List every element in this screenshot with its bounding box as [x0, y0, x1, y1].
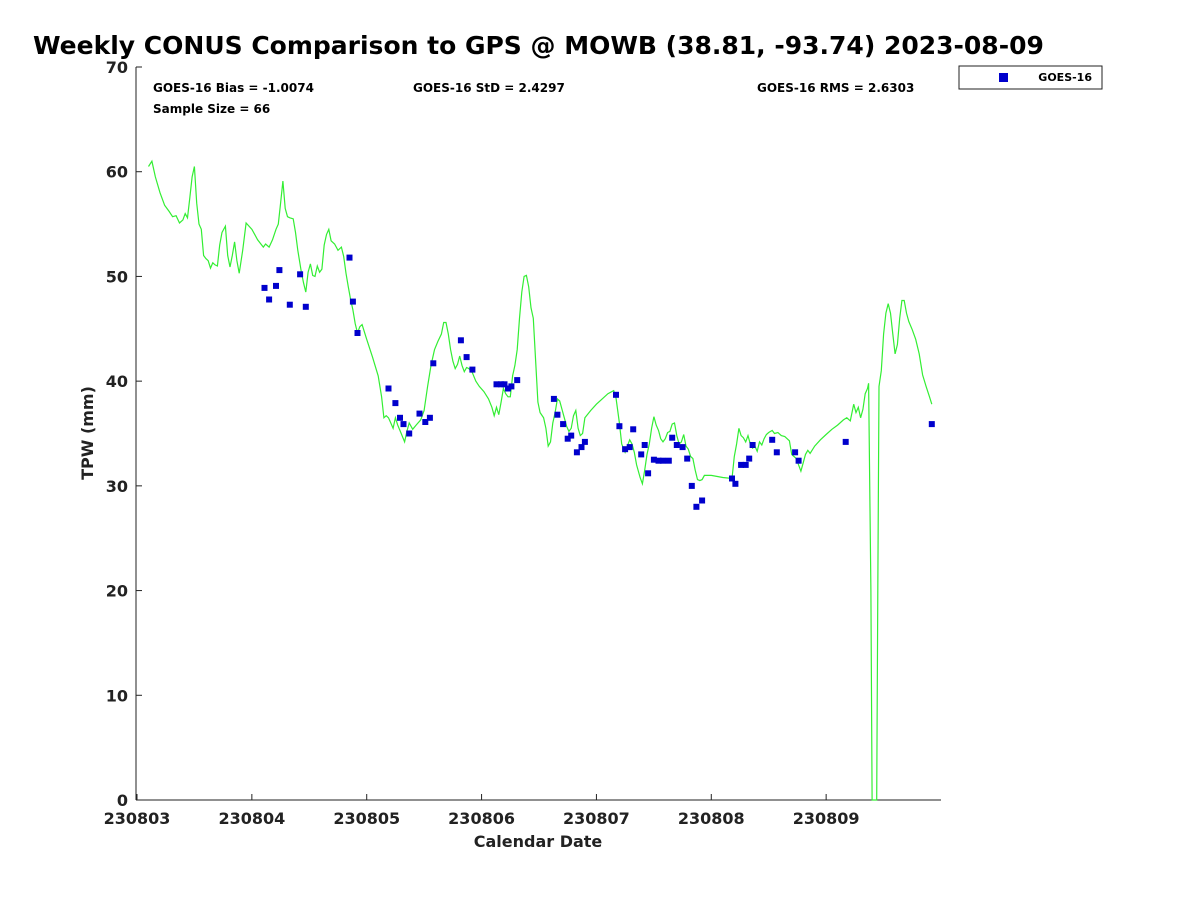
goes-16-point	[630, 426, 637, 433]
goes-16-point	[469, 366, 476, 373]
goes-16-point	[660, 457, 666, 464]
goes-16-point	[493, 381, 500, 388]
x-tick-label: 230807	[563, 809, 630, 828]
goes-16-point	[769, 436, 776, 443]
goes-16-point	[688, 482, 695, 489]
goes-16-point	[286, 301, 293, 308]
goes-16-point	[498, 381, 505, 388]
goes-16-point	[578, 444, 585, 451]
series-layer	[147, 159, 935, 801]
goes-16-point	[392, 400, 399, 407]
rms-stat: GOES-16 RMS = 2.6303	[757, 81, 914, 95]
gps-line	[147, 159, 933, 801]
goes-16-point	[400, 421, 407, 428]
goes-16-point	[508, 383, 515, 390]
goes-16-point	[732, 480, 739, 487]
goes-16-point	[665, 457, 672, 464]
goes-16-point	[354, 330, 361, 336]
goes-16-point	[622, 446, 629, 453]
goes-16-point	[276, 267, 283, 274]
goes-16-point	[564, 435, 571, 442]
goes-16-point	[573, 449, 580, 456]
goes-16-point	[613, 391, 619, 398]
y-tick-label: 0	[117, 791, 128, 810]
x-tick-label: 230808	[678, 809, 745, 828]
y-tick-label: 20	[106, 582, 128, 601]
goes-16-point	[669, 434, 676, 441]
goes-16-point	[385, 385, 392, 392]
goes-16-point	[349, 298, 356, 305]
goes-16-point	[626, 444, 633, 451]
goes-16-point	[554, 411, 561, 418]
goes-16-point	[650, 456, 657, 463]
goes-16-point	[581, 438, 588, 445]
goes-16-point	[699, 497, 706, 504]
goes-16-point	[641, 442, 648, 448]
sample-size-stat: Sample Size = 66	[153, 102, 270, 116]
y-tick-label: 70	[106, 58, 128, 77]
chart-title: Weekly CONUS Comparison to GPS @ MOWB (3…	[33, 31, 1044, 60]
x-tick-label: 230809	[793, 809, 860, 828]
goes-16-point	[426, 414, 433, 421]
y-tick-label: 40	[106, 372, 128, 391]
goes-16-point	[514, 377, 521, 384]
goes-16-point	[645, 470, 652, 477]
std-stat: GOES-16 StD = 2.4297	[413, 81, 565, 95]
goes-16-point	[673, 442, 680, 448]
legend-marker-goes-16	[999, 73, 1008, 82]
y-tick-label: 50	[106, 267, 128, 286]
bias-stat: GOES-16 Bias = -1.0074	[153, 81, 314, 95]
goes-16-point	[463, 354, 470, 361]
goes-16-point	[729, 475, 735, 482]
goes-16-point	[792, 449, 799, 456]
goes-16-point	[742, 461, 749, 468]
goes-16-point	[416, 410, 423, 417]
y-tick-label: 60	[106, 163, 128, 182]
y-tick-label: 10	[106, 686, 128, 705]
goes-16-point	[749, 442, 756, 448]
goes-16-point	[679, 444, 686, 451]
goes-16-point	[397, 414, 403, 421]
goes-16-point	[501, 381, 508, 388]
goes-16-point	[422, 419, 429, 425]
goes-16-point	[738, 461, 745, 468]
goes-16-point	[928, 421, 935, 428]
goes-16-point	[430, 360, 437, 367]
goes-16-point	[616, 423, 623, 430]
goes-16-point	[842, 438, 849, 445]
goes-16-point	[302, 303, 309, 310]
goes-16-point	[568, 432, 575, 439]
x-tick-label: 230804	[218, 809, 285, 828]
goes-16-point	[746, 455, 753, 462]
goes-16-point	[266, 296, 273, 303]
goes-16-point	[638, 451, 645, 458]
y-tick-label: 30	[106, 477, 128, 496]
goes-16-point	[693, 503, 700, 510]
y-axis-label: TPW (mm)	[78, 386, 97, 480]
goes-16-point	[795, 457, 802, 464]
x-axis-label: Calendar Date	[474, 832, 603, 851]
legend-box	[958, 65, 1103, 90]
goes-16-point	[261, 284, 268, 291]
goes-16-point	[684, 455, 691, 462]
legend-label-goes-16: GOES-16	[1038, 71, 1092, 84]
x-tick-label: 230806	[448, 809, 515, 828]
goes-16-point	[406, 430, 413, 437]
plot-area	[135, 67, 941, 801]
x-tick-label: 230805	[333, 809, 400, 828]
legend: GOES-16	[958, 65, 1103, 90]
goes-16-point	[773, 449, 780, 456]
goes-16-point	[273, 282, 279, 289]
goes-16-point	[560, 421, 567, 428]
goes-16-point	[550, 395, 557, 402]
x-axis-ticks: 230803 230804 230805 230806 230807 230808 2308…	[104, 794, 860, 828]
goes-16-point	[505, 385, 511, 392]
goes-16-point	[297, 271, 304, 278]
goes-16-point	[457, 337, 464, 344]
y-axis-ticks: 0 10 20 30 40 50 60 70	[106, 58, 142, 810]
goes-16-point	[346, 254, 353, 261]
goes-16-point	[655, 457, 662, 464]
x-tick-label: 230803	[104, 809, 171, 828]
